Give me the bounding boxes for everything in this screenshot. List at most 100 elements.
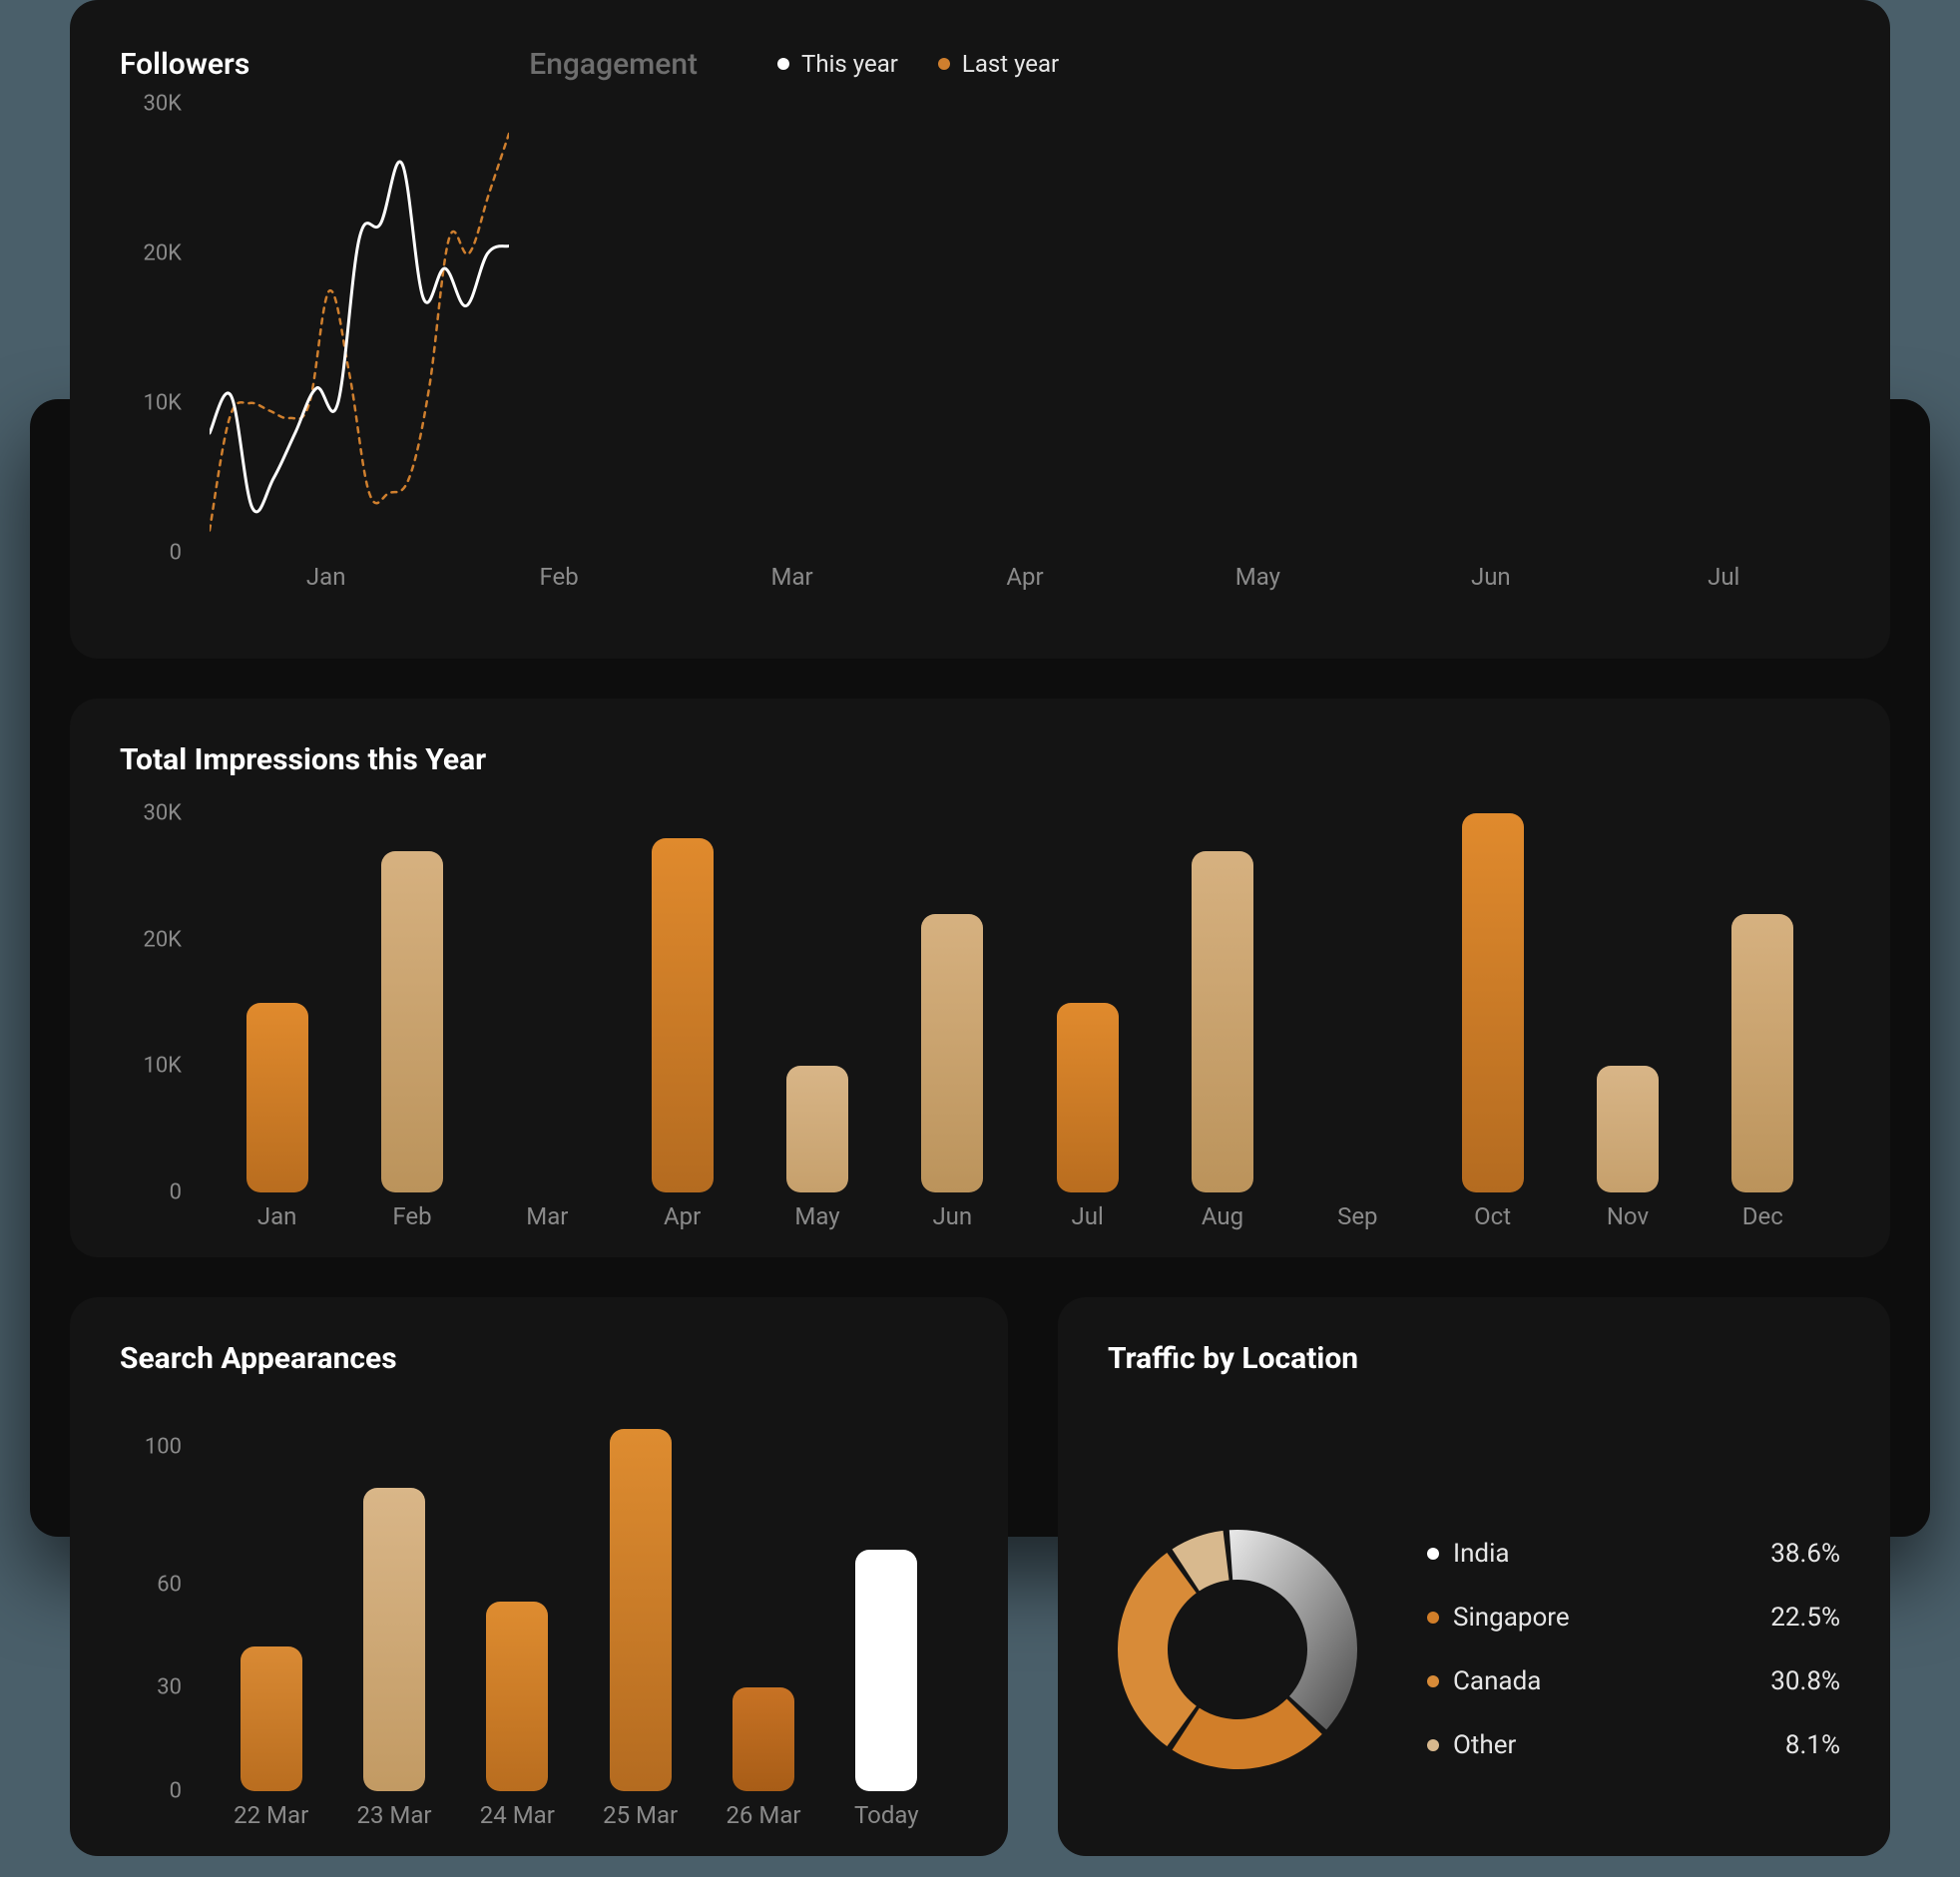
x-tick: Mar (480, 1202, 615, 1242)
line-this_year (210, 162, 509, 512)
bar[interactable] (246, 1003, 308, 1192)
tab-engagement[interactable]: Engagement (529, 47, 698, 82)
y-tick: 0 (170, 541, 182, 566)
traffic-label: Canada (1453, 1666, 1541, 1696)
dot-icon (1427, 1675, 1439, 1687)
bar[interactable] (363, 1488, 425, 1791)
traffic-pct: 30.8% (1770, 1666, 1840, 1696)
bar[interactable] (486, 1602, 548, 1791)
x-axis: JanFebMarAprMayJunJulAugSepOctNovDec (210, 1202, 1830, 1242)
traffic-label: India (1453, 1539, 1510, 1569)
bar[interactable] (652, 838, 714, 1192)
bar[interactable] (786, 1066, 848, 1192)
traffic-content: India38.6%Singapore22.5%Canada30.8%Other… (1108, 1402, 1840, 1877)
traffic-row: Canada 30.8% (1427, 1666, 1840, 1696)
bar[interactable] (1057, 1003, 1119, 1192)
bar-cell (1425, 813, 1560, 1192)
tab-followers[interactable]: Followers (120, 47, 249, 82)
y-tick: 10K (143, 1054, 182, 1079)
y-tick: 0 (170, 1180, 182, 1205)
bar-cell (1560, 813, 1695, 1192)
followers-card: Followers Engagement This year Last year… (70, 0, 1890, 659)
x-tick: Oct (1425, 1202, 1560, 1242)
impressions-chart: 0 10K 20K 30K JanFebMarAprMayJunJulAugSepOc… (120, 803, 1840, 1242)
bar[interactable] (733, 1687, 794, 1791)
donut-segment-india[interactable] (1229, 1530, 1357, 1729)
traffic-label: Singapore (1453, 1603, 1570, 1633)
dot-icon (1427, 1739, 1439, 1751)
bar-cell (1290, 813, 1425, 1192)
bar-cell (332, 1412, 455, 1791)
dot-icon (777, 58, 789, 70)
x-tick: 24 Mar (456, 1801, 579, 1841)
x-tick: Jan (210, 563, 442, 603)
bar[interactable] (381, 851, 443, 1192)
bar-cell (1155, 813, 1289, 1192)
bars (210, 1412, 948, 1791)
bar[interactable] (855, 1550, 917, 1791)
followers-chart: 010K20K30K JanFebMarAprMayJunJul (120, 104, 1840, 623)
bar-cell (456, 1412, 579, 1791)
y-tick: 0 (170, 1779, 182, 1804)
x-tick: Feb (442, 563, 675, 603)
x-tick: Jul (1608, 563, 1840, 603)
x-tick: 22 Mar (210, 1801, 332, 1841)
x-tick: Nov (1560, 1202, 1695, 1242)
x-tick: Feb (344, 1202, 479, 1242)
bar-cell (1020, 813, 1155, 1192)
x-axis: JanFebMarAprMayJunJul (210, 563, 1840, 603)
card-title: Traffic by Location (1108, 1341, 1840, 1376)
bar-cell (749, 813, 884, 1192)
x-tick: Jan (210, 1202, 344, 1242)
x-tick: Jun (885, 1202, 1020, 1242)
card-title: Search Appearances (120, 1341, 958, 1376)
y-tick: 100 (145, 1434, 182, 1459)
bar-cell (615, 813, 749, 1192)
y-tick: 30 (157, 1675, 182, 1700)
bar-cell (825, 1412, 948, 1791)
bar-cell (210, 1412, 332, 1791)
traffic-pct: 38.6% (1770, 1539, 1840, 1569)
traffic-card: Traffic by Location India 38.6% Singapore 2… (1058, 1297, 1890, 1856)
bar[interactable] (1192, 851, 1253, 1192)
x-tick: Today (825, 1801, 948, 1841)
donut-chart (1108, 1520, 1367, 1779)
x-tick: Jul (1020, 1202, 1155, 1242)
bar[interactable] (1462, 813, 1524, 1192)
bar-cell (885, 813, 1020, 1192)
legend-last-year: Last year (938, 50, 1059, 78)
x-tick: Aug (1155, 1202, 1289, 1242)
dot-icon (1427, 1612, 1439, 1624)
bar-cell (579, 1412, 702, 1791)
x-tick: Sep (1290, 1202, 1425, 1242)
donut-segment-singapore[interactable] (1173, 1699, 1322, 1769)
search-card: Search Appearances 03060100 22 Mar23 Mar… (70, 1297, 1008, 1856)
y-tick: 20K (143, 927, 182, 952)
bar[interactable] (241, 1646, 302, 1791)
traffic-legend: India38.6%Singapore22.5%Canada30.8%Other… (1427, 1539, 1840, 1760)
x-tick: Jun (1374, 563, 1607, 603)
line-last_year (210, 134, 509, 531)
bar-cell (480, 813, 615, 1192)
bar[interactable] (1731, 914, 1793, 1192)
bar[interactable] (1597, 1066, 1659, 1192)
card-title: Total Impressions this Year (120, 742, 1840, 777)
y-axis: 03060100 (120, 1402, 190, 1841)
x-tick: Mar (676, 563, 908, 603)
donut-segment-canada[interactable] (1118, 1553, 1197, 1746)
y-tick: 30K (143, 801, 182, 826)
bar[interactable] (610, 1429, 672, 1791)
followers-legend: This year Last year (777, 50, 1059, 78)
traffic-pct: 8.1% (1785, 1730, 1840, 1760)
bar[interactable] (921, 914, 983, 1192)
line-plot (210, 104, 509, 553)
x-tick: Apr (908, 563, 1141, 603)
traffic-pct: 22.5% (1770, 1603, 1840, 1633)
x-tick: May (1142, 563, 1374, 603)
impressions-card: Total Impressions this Year 0 10K 20K 30K J… (70, 699, 1890, 1257)
legend-label: This year (801, 50, 898, 78)
x-axis: 22 Mar23 Mar24 Mar25 Mar26 MarToday (210, 1801, 948, 1841)
x-tick: 25 Mar (579, 1801, 702, 1841)
legend-this-year: This year (777, 50, 898, 78)
dot-icon (1427, 1548, 1439, 1560)
